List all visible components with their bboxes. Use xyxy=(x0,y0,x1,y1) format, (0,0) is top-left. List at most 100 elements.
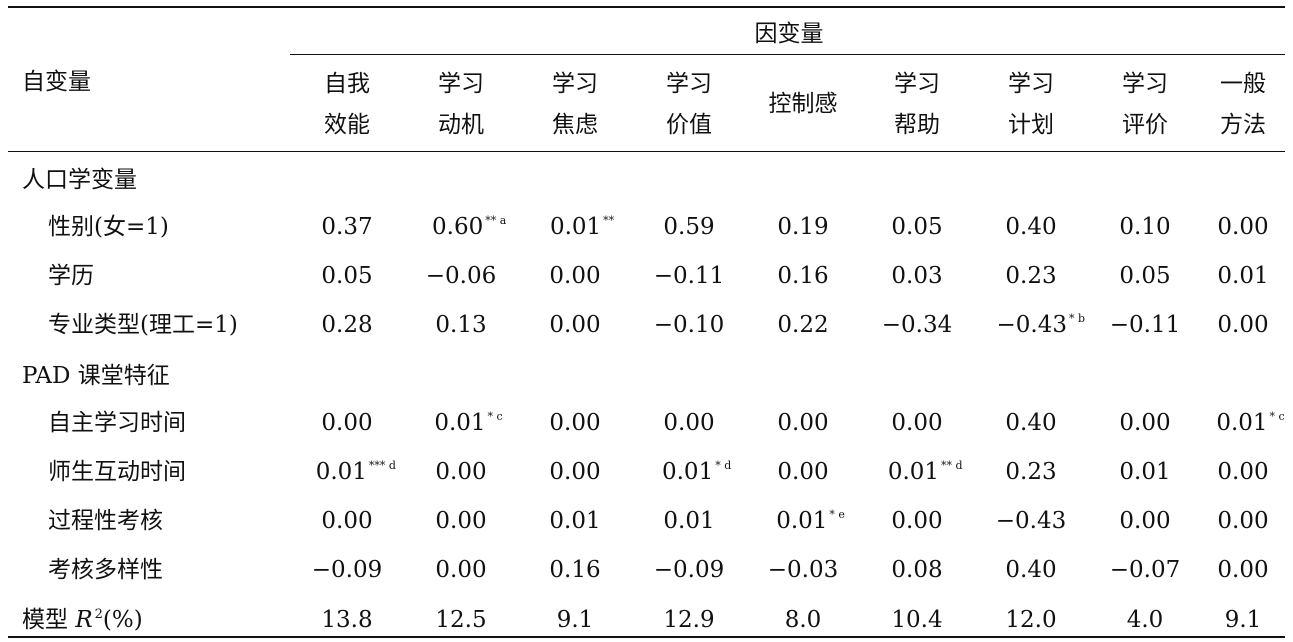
model-r2-label: 模型 R 2(%) xyxy=(22,606,143,638)
row-label: 考核多样性 xyxy=(48,557,163,583)
column-header-line2: 帮助 xyxy=(894,112,940,138)
table-cell: 0.40 xyxy=(1005,556,1056,584)
table-cell: 0.01 * e xyxy=(776,507,845,539)
cell-value: 0.01 xyxy=(434,410,486,436)
dependent-rule xyxy=(290,54,1285,55)
cell-value: 0.19 xyxy=(777,214,829,240)
top-rule xyxy=(8,6,1285,8)
table-cell: 0.23 xyxy=(1005,458,1056,486)
cell-value: 0.05 xyxy=(321,263,373,289)
table-cell: 0.00 xyxy=(1217,213,1268,241)
table-cell: 0.00 xyxy=(1119,507,1170,535)
table-cell: −0.10 xyxy=(654,311,724,339)
table-cell: −0.03 xyxy=(768,556,838,584)
column-header-line2: 评价 xyxy=(1122,112,1168,138)
cell-value: 0.00 xyxy=(1217,214,1269,240)
table-cell: 0.00 xyxy=(777,458,828,486)
table-cell: −0.07 xyxy=(1110,556,1180,584)
cell-value: 0.16 xyxy=(549,557,601,583)
model-r2-value: 8.0 xyxy=(784,607,822,633)
table-cell: 0.13 xyxy=(435,311,486,339)
significance-marker: ** a xyxy=(485,214,507,227)
table-cell: 0.00 xyxy=(549,262,600,290)
cell-value: 0.01 xyxy=(663,508,715,534)
cell-value: −0.10 xyxy=(653,312,725,338)
table-cell: 0.03 xyxy=(891,262,942,290)
row-label: 性别(女=1) xyxy=(48,214,169,240)
cell-value: 0.00 xyxy=(1217,459,1269,485)
row-label: 过程性考核 xyxy=(48,508,163,534)
table-cell: 0.00 xyxy=(435,458,486,486)
model-r2-value: 12.9 xyxy=(663,607,715,633)
table-cell: 0.01 xyxy=(549,507,600,535)
column-header-line1: 学习 xyxy=(894,71,940,97)
column-header-line1: 学习 xyxy=(1122,71,1168,97)
cell-value: −0.07 xyxy=(1109,557,1181,583)
cell-value: 0.01 xyxy=(1216,410,1268,436)
cell-value: 0.00 xyxy=(1119,410,1171,436)
cell-value: 0.01 xyxy=(887,459,940,485)
table-cell: 0.10 xyxy=(1119,213,1170,241)
table-cell: −0.06 xyxy=(426,262,496,290)
model-label-suffix: (%) xyxy=(102,607,143,633)
column-header-line1: 一般 xyxy=(1220,71,1266,97)
column-header-line2: 方法 xyxy=(1220,112,1266,138)
table-cell: 0.00 xyxy=(663,409,714,437)
table-cell: −0.43 * b xyxy=(996,311,1085,343)
cell-value: 0.01 xyxy=(1119,459,1171,485)
table-cell: 0.00 xyxy=(777,409,828,437)
cell-value: 0.00 xyxy=(549,263,601,289)
cell-value: 0.23 xyxy=(1005,263,1057,289)
column-header-line2: 动机 xyxy=(438,112,484,138)
table-cell: 0.00 xyxy=(435,556,486,584)
cell-value: −0.11 xyxy=(653,263,725,289)
row-label: 师生互动时间 xyxy=(48,459,186,485)
column-header-line1: 学习 xyxy=(438,71,484,97)
model-r2-value: 9.1 xyxy=(1224,607,1262,633)
table-cell: −0.11 xyxy=(1110,311,1180,339)
model-r2-value: 12.0 xyxy=(1005,607,1057,633)
cell-value: 0.28 xyxy=(321,312,373,338)
column-header: 控制感 xyxy=(768,91,838,117)
table-cell: 0.00 xyxy=(549,409,600,437)
table-cell: 0.00 xyxy=(435,507,486,535)
dependent-variable-header: 因变量 xyxy=(754,21,824,47)
column-header-line1: 学习 xyxy=(1008,71,1054,97)
column-header-line2: 效能 xyxy=(324,112,370,138)
cell-value: 0.16 xyxy=(777,263,829,289)
header-rule xyxy=(8,151,1285,152)
cell-value: 0.00 xyxy=(891,508,943,534)
cell-value: −0.43 xyxy=(995,508,1067,534)
significance-marker: * d xyxy=(715,459,732,472)
cell-value: 0.10 xyxy=(1119,214,1171,240)
cell-value: 0.00 xyxy=(891,410,943,436)
table-cell: 0.05 xyxy=(1119,262,1170,290)
cell-value: 0.01 xyxy=(1217,263,1269,289)
cell-value: 0.00 xyxy=(435,508,487,534)
cell-value: 0.01 xyxy=(776,508,828,534)
cell-value: 0.40 xyxy=(1005,214,1057,240)
cell-value: −0.11 xyxy=(1109,312,1181,338)
table-cell: 0.01 xyxy=(663,507,714,535)
group-demographics: 人口学变量 xyxy=(22,167,137,193)
table-cell: 0.08 xyxy=(891,556,942,584)
cell-value: −0.09 xyxy=(653,557,725,583)
cell-value: 0.00 xyxy=(549,312,601,338)
cell-value: 0.00 xyxy=(435,557,487,583)
cell-value: 0.40 xyxy=(1005,410,1057,436)
model-label-var: R xyxy=(75,607,93,633)
cell-value: 0.00 xyxy=(435,459,487,485)
table-cell: 0.00 xyxy=(1217,458,1268,486)
significance-marker: * b xyxy=(1068,312,1086,325)
table-cell: 0.01 ** d xyxy=(888,458,963,490)
model-r2-value: 10.4 xyxy=(891,607,943,633)
cell-value: 0.00 xyxy=(321,410,373,436)
row-label: 学历 xyxy=(48,263,94,289)
table-cell: 0.01 * d xyxy=(662,458,731,490)
cell-value: 0.13 xyxy=(435,312,487,338)
table-cell: 0.01 *** d xyxy=(316,458,396,490)
table-cell: 0.19 xyxy=(777,213,828,241)
significance-marker: * e xyxy=(829,508,845,521)
table-cell: 0.22 xyxy=(777,311,828,339)
